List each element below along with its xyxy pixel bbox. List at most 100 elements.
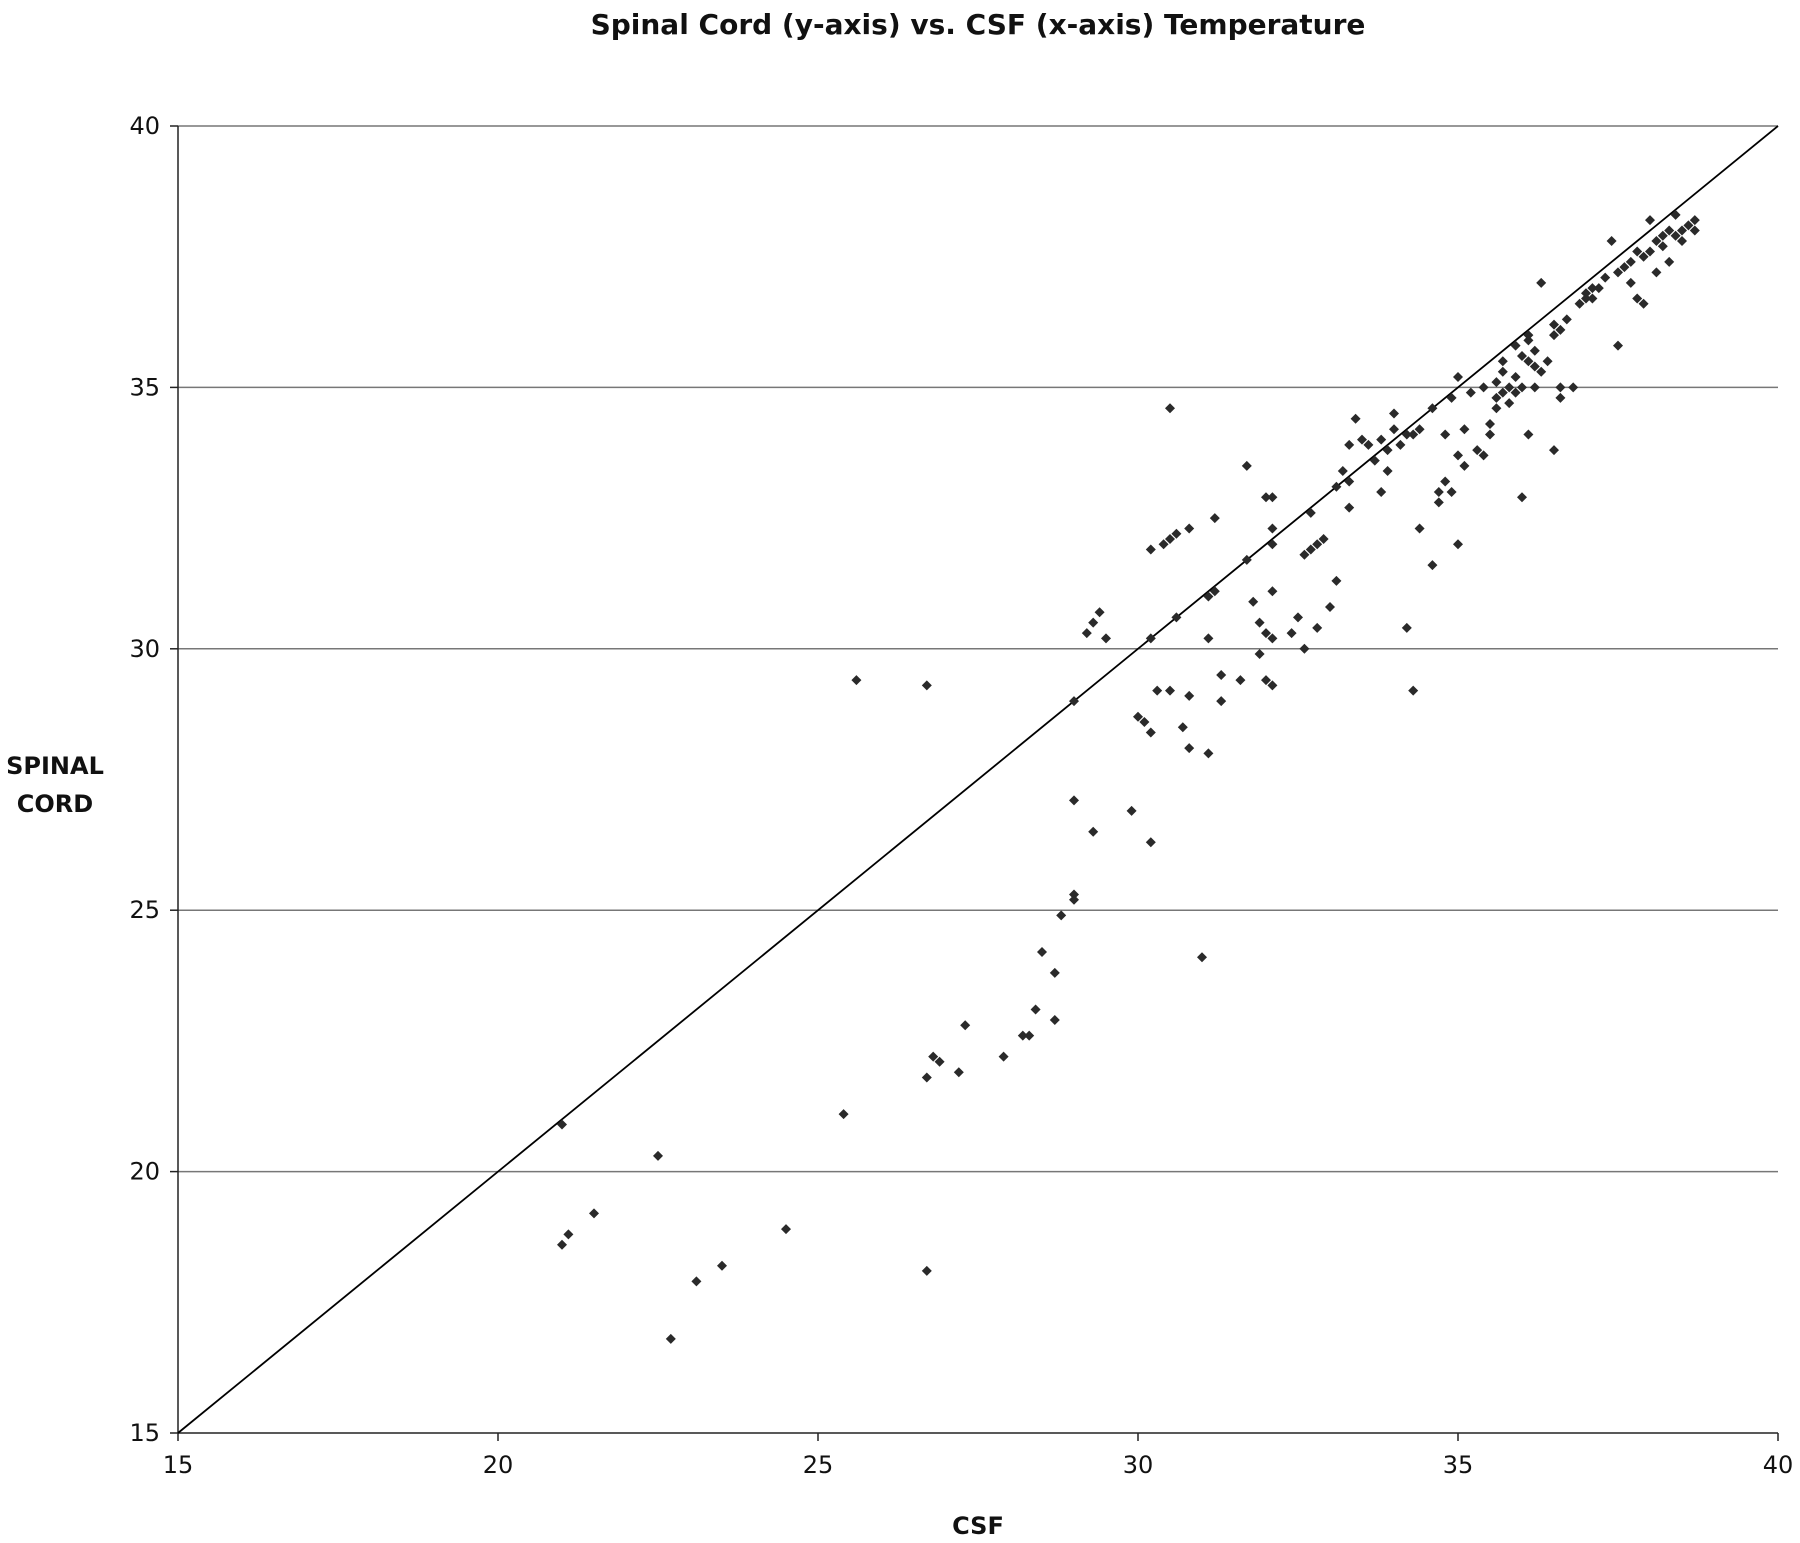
- data-point-61: [1235, 675, 1246, 686]
- data-point-77: [1293, 612, 1303, 623]
- data-point-66: [1254, 649, 1265, 660]
- data-point-162: [1581, 293, 1591, 304]
- data-point-69: [1261, 492, 1271, 503]
- data-point-99: [1382, 445, 1393, 456]
- data-point-73: [1267, 539, 1278, 550]
- x-tick-label-20: 20: [483, 1451, 514, 1479]
- data-point-45: [1171, 528, 1182, 539]
- data-point-108: [1414, 523, 1425, 534]
- data-point-122: [1465, 387, 1476, 398]
- data-point-87: [1331, 481, 1342, 492]
- x-tick-label-15: 15: [163, 1451, 194, 1479]
- data-point-189: [1683, 220, 1694, 231]
- y-tick-label-35: 35: [129, 373, 160, 401]
- data-point-91: [1344, 439, 1355, 450]
- data-point-187: [1677, 225, 1687, 236]
- data-point-5: [665, 1333, 676, 1344]
- data-point-6: [691, 1276, 702, 1287]
- data-point-116: [1446, 392, 1457, 403]
- data-point-113: [1440, 476, 1451, 487]
- data-point-172: [1625, 277, 1636, 288]
- data-point-82: [1312, 622, 1323, 633]
- data-point-36: [1133, 711, 1143, 722]
- data-point-62: [1241, 554, 1252, 565]
- data-point-42: [1158, 539, 1169, 550]
- data-point-156: [1555, 382, 1566, 393]
- data-point-170: [1619, 262, 1630, 273]
- data-point-165: [1593, 283, 1604, 294]
- data-point-29: [1069, 894, 1079, 905]
- data-point-63: [1241, 460, 1252, 471]
- data-point-37: [1139, 716, 1150, 727]
- data-point-92: [1350, 413, 1361, 424]
- data-point-30: [1081, 628, 1092, 639]
- data-point-47: [1152, 685, 1163, 696]
- data-point-34: [1101, 633, 1111, 644]
- data-point-183: [1664, 256, 1675, 267]
- data-point-127: [1485, 418, 1495, 429]
- data-point-9: [838, 1109, 849, 1120]
- data-point-53: [1197, 952, 1207, 963]
- data-point-173: [1632, 246, 1643, 257]
- identity-reference-line: [177, 125, 1779, 1434]
- data-point-185: [1670, 209, 1681, 220]
- data-point-164: [1587, 293, 1598, 304]
- data-point-65: [1254, 617, 1265, 628]
- y-tick-label-20: 20: [129, 1158, 160, 1186]
- data-point-145: [1523, 330, 1534, 341]
- data-point-117: [1453, 371, 1463, 382]
- data-point-74: [1267, 633, 1278, 644]
- data-point-39: [1145, 837, 1156, 848]
- data-point-138: [1510, 371, 1521, 382]
- data-point-83: [1312, 539, 1323, 550]
- data-point-52: [1184, 743, 1195, 754]
- data-point-158: [1561, 314, 1572, 325]
- x-axis-label: CSF: [952, 1512, 1004, 1540]
- data-point-154: [1549, 445, 1559, 456]
- data-point-96: [1376, 434, 1387, 445]
- data-point-26: [1069, 696, 1079, 707]
- data-point-112: [1433, 497, 1444, 508]
- data-point-136: [1510, 387, 1521, 398]
- x-tick-label-40: 40: [1763, 1451, 1794, 1479]
- data-point-90: [1344, 502, 1355, 513]
- data-point-102: [1395, 439, 1406, 450]
- data-point-58: [1209, 513, 1220, 524]
- data-point-120: [1459, 424, 1470, 435]
- data-point-24: [1049, 1014, 1060, 1025]
- data-point-0: [557, 1119, 567, 1130]
- data-point-157: [1555, 324, 1566, 335]
- data-point-56: [1203, 748, 1214, 759]
- y-tick-label-40: 40: [129, 112, 160, 140]
- data-point-175: [1638, 298, 1649, 309]
- data-point-12: [921, 1265, 932, 1276]
- data-point-15: [934, 1056, 945, 1067]
- data-point-7: [717, 1260, 727, 1271]
- data-point-125: [1478, 382, 1489, 393]
- data-point-54: [1203, 591, 1214, 602]
- data-point-43: [1165, 534, 1175, 545]
- data-point-68: [1261, 628, 1271, 639]
- x-tick-label-30: 30: [1123, 1451, 1154, 1479]
- data-point-67: [1261, 675, 1271, 686]
- data-point-124: [1478, 450, 1489, 461]
- y-axis-label-line-1: SPINAL: [6, 752, 104, 780]
- data-point-71: [1267, 680, 1278, 691]
- data-point-129: [1491, 377, 1502, 388]
- data-point-132: [1497, 387, 1508, 398]
- x-tick-label-25: 25: [803, 1451, 834, 1479]
- data-point-134: [1504, 398, 1515, 409]
- data-point-181: [1657, 241, 1668, 252]
- data-point-142: [1523, 429, 1534, 440]
- data-point-141: [1517, 492, 1527, 503]
- data-point-133: [1497, 356, 1508, 367]
- data-point-35: [1126, 805, 1137, 816]
- data-point-179: [1651, 236, 1662, 247]
- data-point-163: [1587, 283, 1598, 294]
- data-point-176: [1638, 251, 1649, 262]
- data-point-159: [1568, 382, 1579, 393]
- data-point-177: [1645, 246, 1655, 257]
- data-point-190: [1689, 215, 1700, 226]
- data-point-79: [1299, 549, 1310, 560]
